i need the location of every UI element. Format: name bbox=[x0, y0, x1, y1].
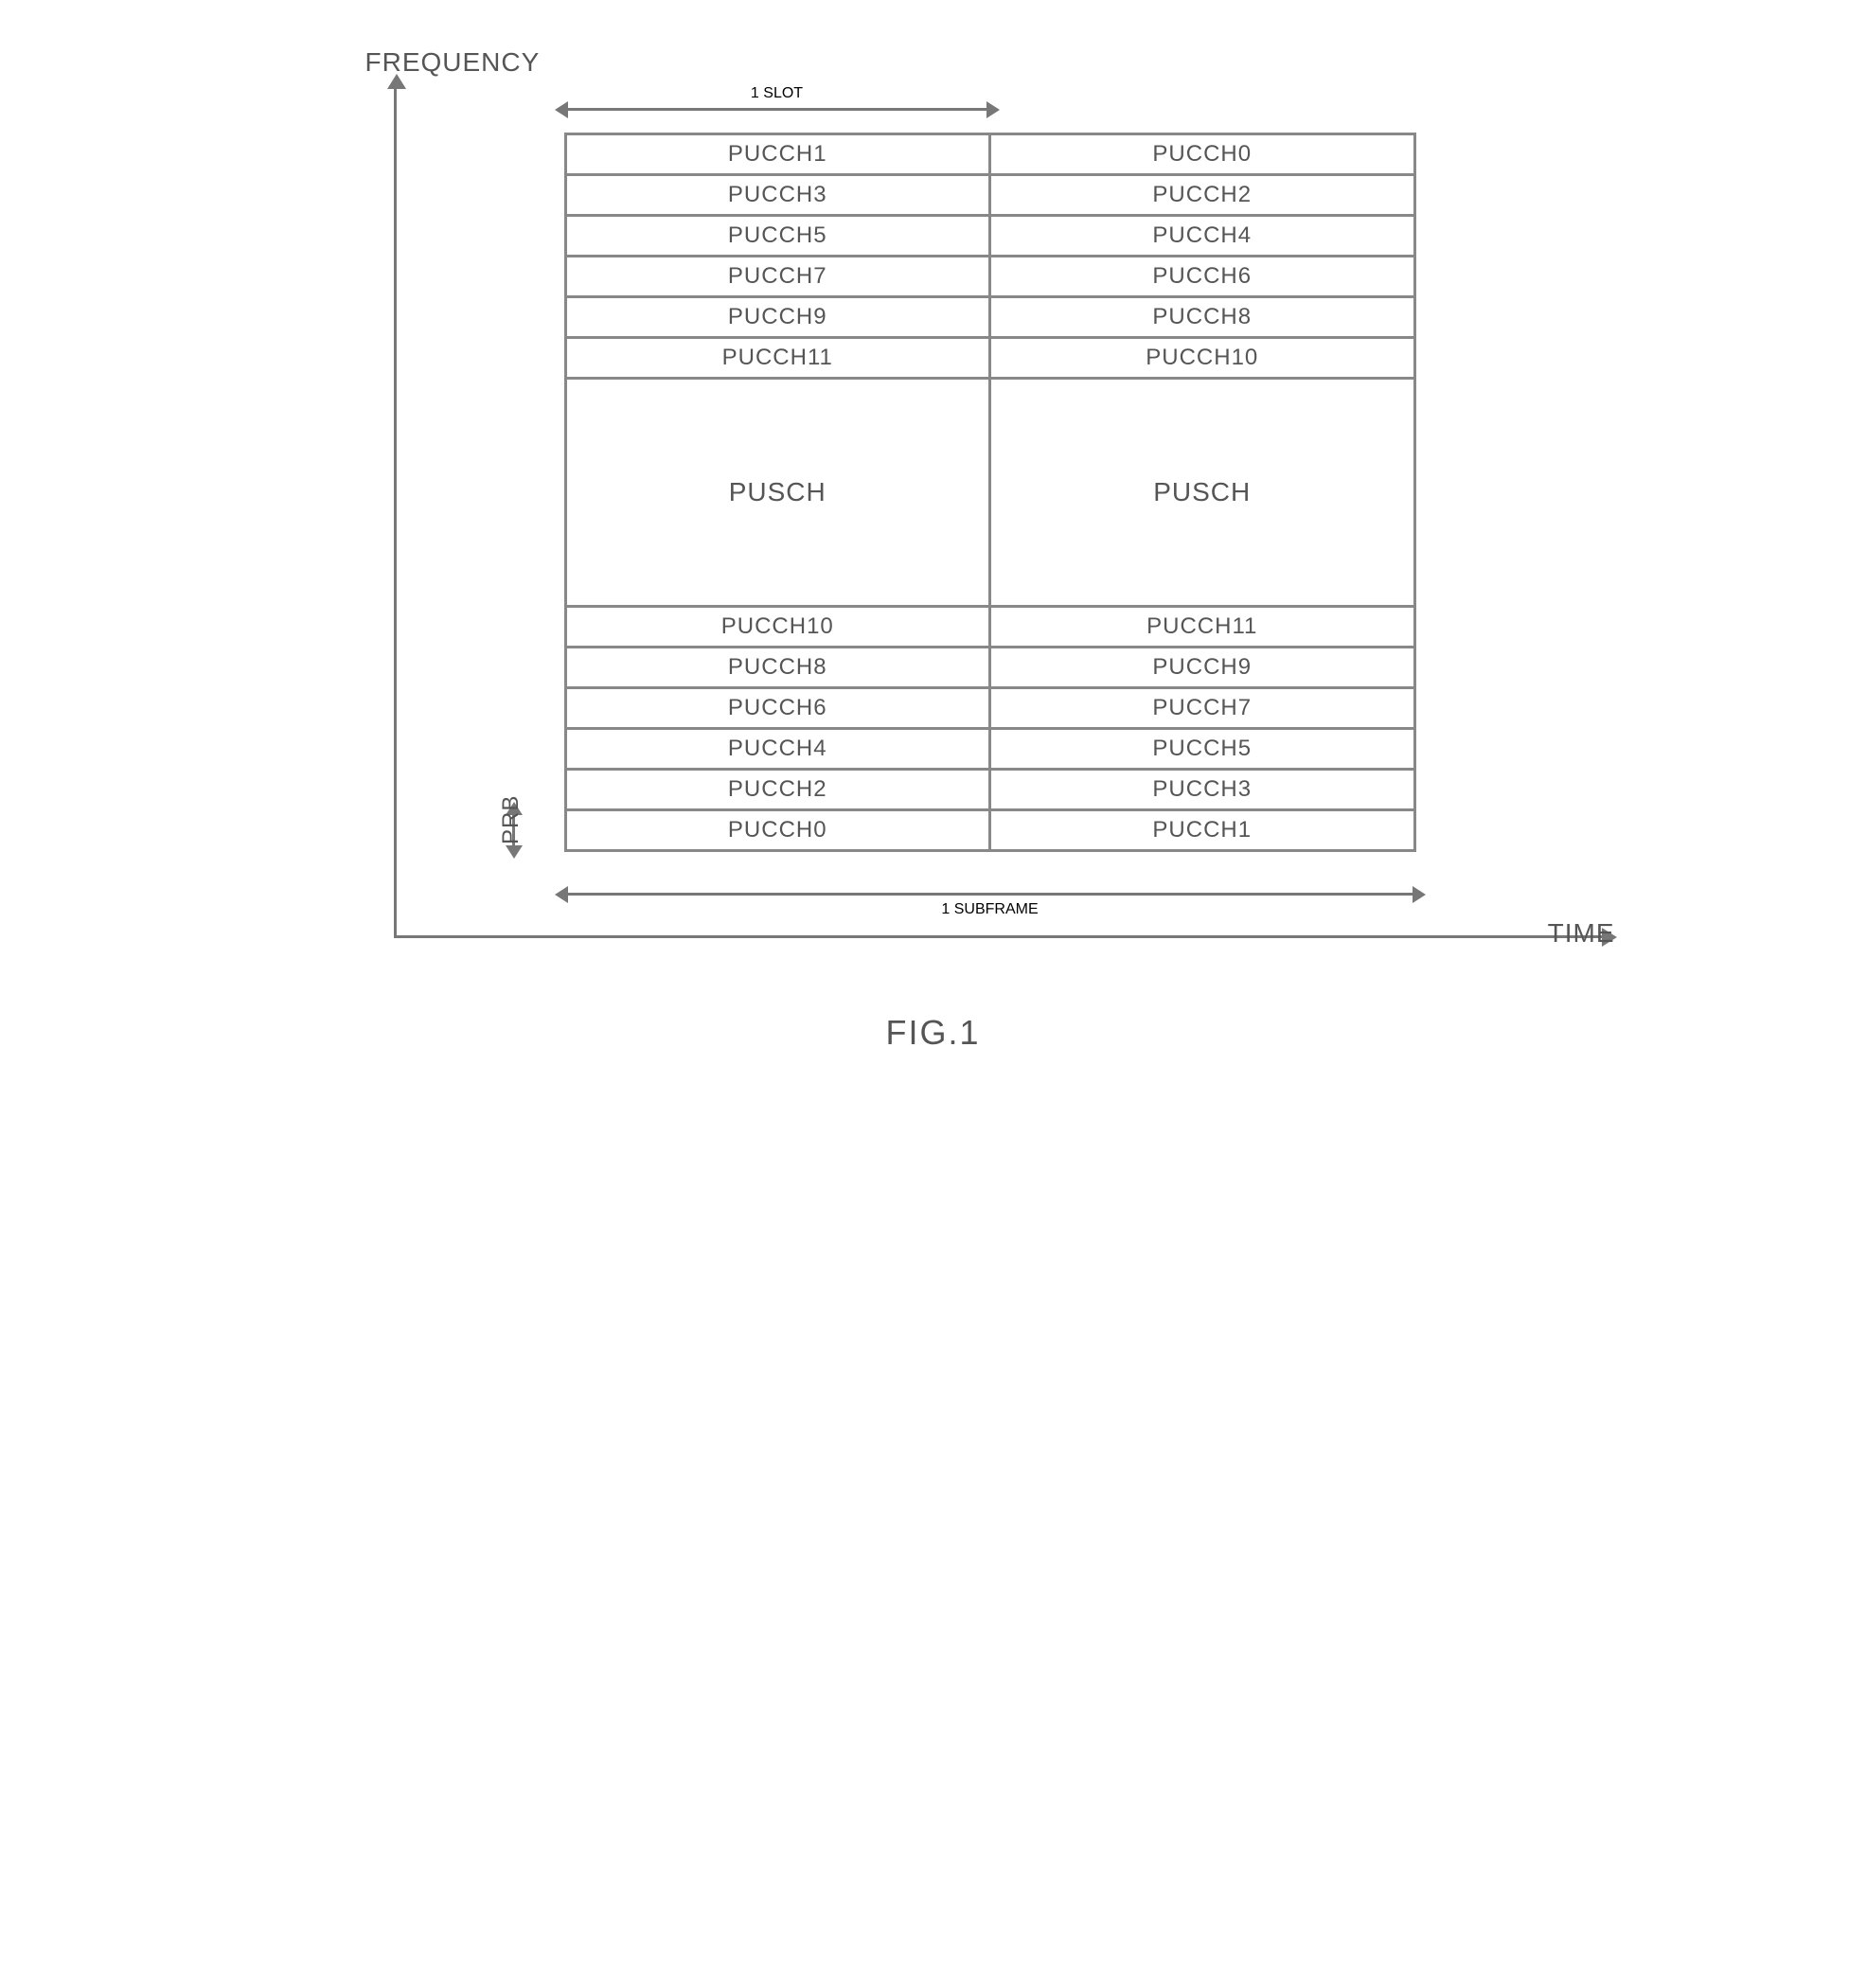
pucch-cell: PUCCH10 bbox=[990, 338, 1415, 379]
pucch-cell: PUCCH8 bbox=[565, 648, 990, 688]
pucch-cell: PUCCH7 bbox=[990, 688, 1415, 729]
pucch-cell: PUCCH9 bbox=[565, 297, 990, 338]
pucch-cell: PUCCH5 bbox=[990, 729, 1415, 770]
table-row: PUCCH5PUCCH4 bbox=[565, 216, 1414, 257]
subframe-arrow bbox=[564, 893, 1416, 896]
pucch-cell: PUCCH8 bbox=[990, 297, 1415, 338]
table-row: PUCCH7PUCCH6 bbox=[565, 257, 1414, 297]
slot-annotation: 1 SLOT bbox=[564, 85, 990, 111]
table-row: PUCCH4PUCCH5 bbox=[565, 729, 1414, 770]
subframe-label: 1 SUBFRAME bbox=[564, 901, 1416, 918]
pucch-cell: PUCCH4 bbox=[990, 216, 1415, 257]
subframe-annotation: 1 SUBFRAME bbox=[564, 893, 1416, 918]
pucch-cell: PUCCH1 bbox=[565, 134, 990, 175]
pucch-cell: PUCCH4 bbox=[565, 729, 990, 770]
table-row: PUCCH0PUCCH1 bbox=[565, 810, 1414, 851]
pucch-cell: PUCCH5 bbox=[565, 216, 990, 257]
pusch-cell: PUSCH bbox=[565, 379, 990, 607]
pucch-cell: PUCCH2 bbox=[990, 175, 1415, 216]
table-row: PUSCHPUSCH bbox=[565, 379, 1414, 607]
table-row: PUCCH3PUCCH2 bbox=[565, 175, 1414, 216]
pucch-cell: PUCCH3 bbox=[990, 770, 1415, 810]
grid-wrap: 1 SLOT PUCCH1PUCCH0PUCCH3PUCCH2PUCCH5PUC… bbox=[564, 133, 1416, 852]
pucch-cell: PUCCH6 bbox=[990, 257, 1415, 297]
table-row: PUCCH10PUCCH11 bbox=[565, 607, 1414, 648]
pucch-cell: PUCCH10 bbox=[565, 607, 990, 648]
table-row: PUCCH2PUCCH3 bbox=[565, 770, 1414, 810]
slot-label: 1 SLOT bbox=[564, 85, 990, 102]
figure-caption: FIG.1 bbox=[365, 1013, 1502, 1053]
y-axis bbox=[394, 85, 397, 937]
table-row: PUCCH11PUCCH10 bbox=[565, 338, 1414, 379]
x-axis bbox=[394, 935, 1606, 938]
table-row: PUCCH1PUCCH0 bbox=[565, 134, 1414, 175]
pucch-cell: PUCCH2 bbox=[565, 770, 990, 810]
table-row: PUCCH8PUCCH9 bbox=[565, 648, 1414, 688]
pucch-cell: PUCCH11 bbox=[565, 338, 990, 379]
pucch-cell: PUCCH3 bbox=[565, 175, 990, 216]
pucch-cell: PUCCH1 bbox=[990, 810, 1415, 851]
pucch-cell: PUCCH0 bbox=[990, 134, 1415, 175]
pucch-cell: PUCCH11 bbox=[990, 607, 1415, 648]
pucch-cell: PUCCH9 bbox=[990, 648, 1415, 688]
prb-label: PRB bbox=[498, 795, 524, 844]
pusch-cell: PUSCH bbox=[990, 379, 1415, 607]
resource-grid: PUCCH1PUCCH0PUCCH3PUCCH2PUCCH5PUCCH4PUCC… bbox=[564, 133, 1416, 852]
table-row: PUCCH6PUCCH7 bbox=[565, 688, 1414, 729]
pucch-cell: PUCCH7 bbox=[565, 257, 990, 297]
pucch-cell: PUCCH6 bbox=[565, 688, 990, 729]
slot-arrow bbox=[564, 108, 990, 111]
pucch-cell: PUCCH0 bbox=[565, 810, 990, 851]
table-row: PUCCH9PUCCH8 bbox=[565, 297, 1414, 338]
